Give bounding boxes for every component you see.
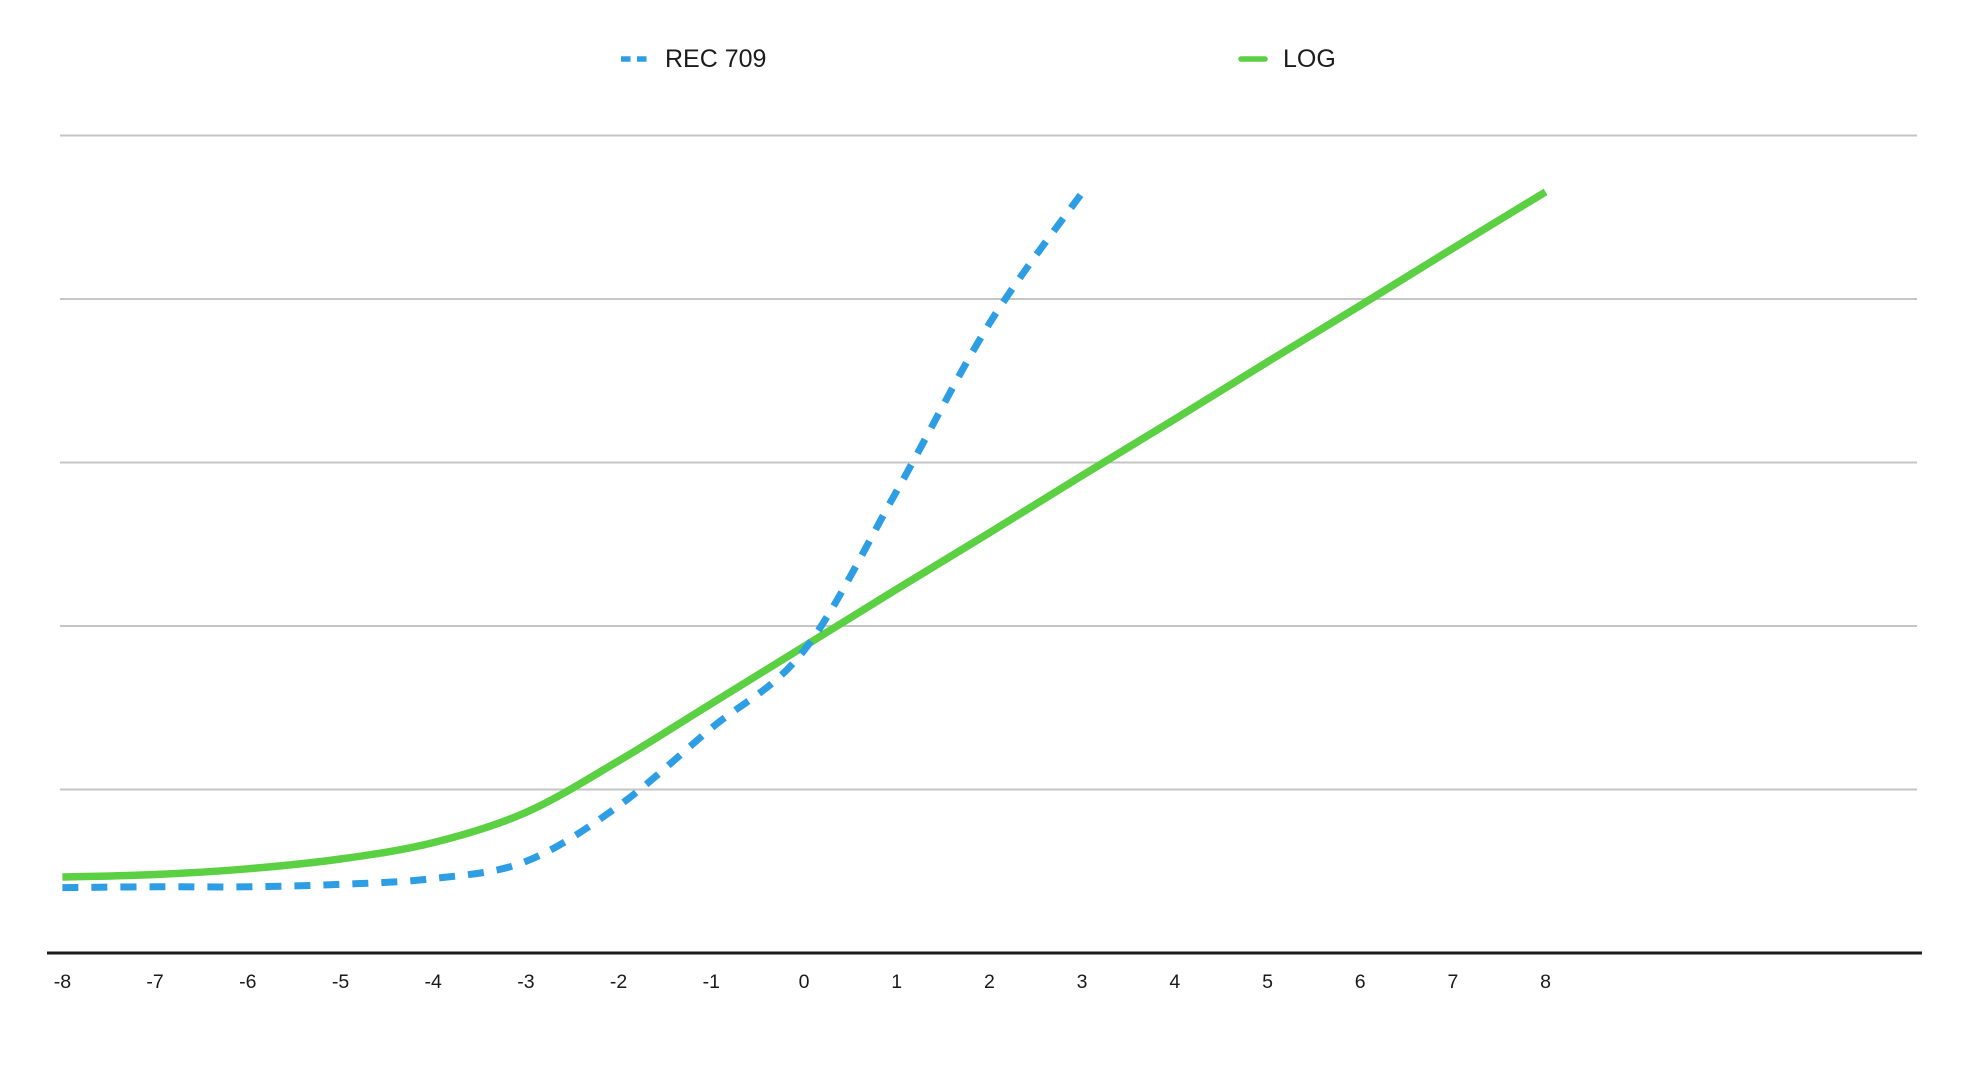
x-tick-label: 6 bbox=[1355, 971, 1366, 993]
legend-label-rec709: REC 709 bbox=[665, 45, 767, 73]
legend-item-log: LOG bbox=[1238, 44, 1336, 74]
x-tick-label: -3 bbox=[517, 971, 534, 993]
x-tick-label: 8 bbox=[1540, 971, 1551, 993]
rec709-dashed-swatch-icon bbox=[621, 56, 648, 62]
x-tick-label: -8 bbox=[54, 971, 71, 993]
series-line-log bbox=[62, 188, 1548, 881]
legend-item-rec709: REC 709 bbox=[620, 44, 766, 74]
log-solid-swatch-icon bbox=[1238, 56, 1268, 62]
x-tick-label: -7 bbox=[146, 971, 163, 993]
x-tick-label: 4 bbox=[1169, 971, 1180, 993]
x-tick-label: -6 bbox=[239, 971, 256, 993]
x-tick-label: 3 bbox=[1077, 971, 1088, 993]
x-tick-label: 2 bbox=[984, 971, 995, 993]
series-line-rec-709 bbox=[62, 190, 1085, 892]
x-tick-label: -1 bbox=[703, 971, 720, 993]
x-tick-label: 5 bbox=[1262, 971, 1273, 993]
x-tick-label: 1 bbox=[891, 971, 902, 993]
x-tick-label: -2 bbox=[610, 971, 627, 993]
x-tick-label: -4 bbox=[425, 971, 442, 993]
x-tick-label: 0 bbox=[799, 971, 810, 993]
x-tick-label: -5 bbox=[332, 971, 349, 993]
legend-label-log: LOG bbox=[1283, 45, 1336, 73]
x-tick-label: 7 bbox=[1447, 971, 1458, 993]
